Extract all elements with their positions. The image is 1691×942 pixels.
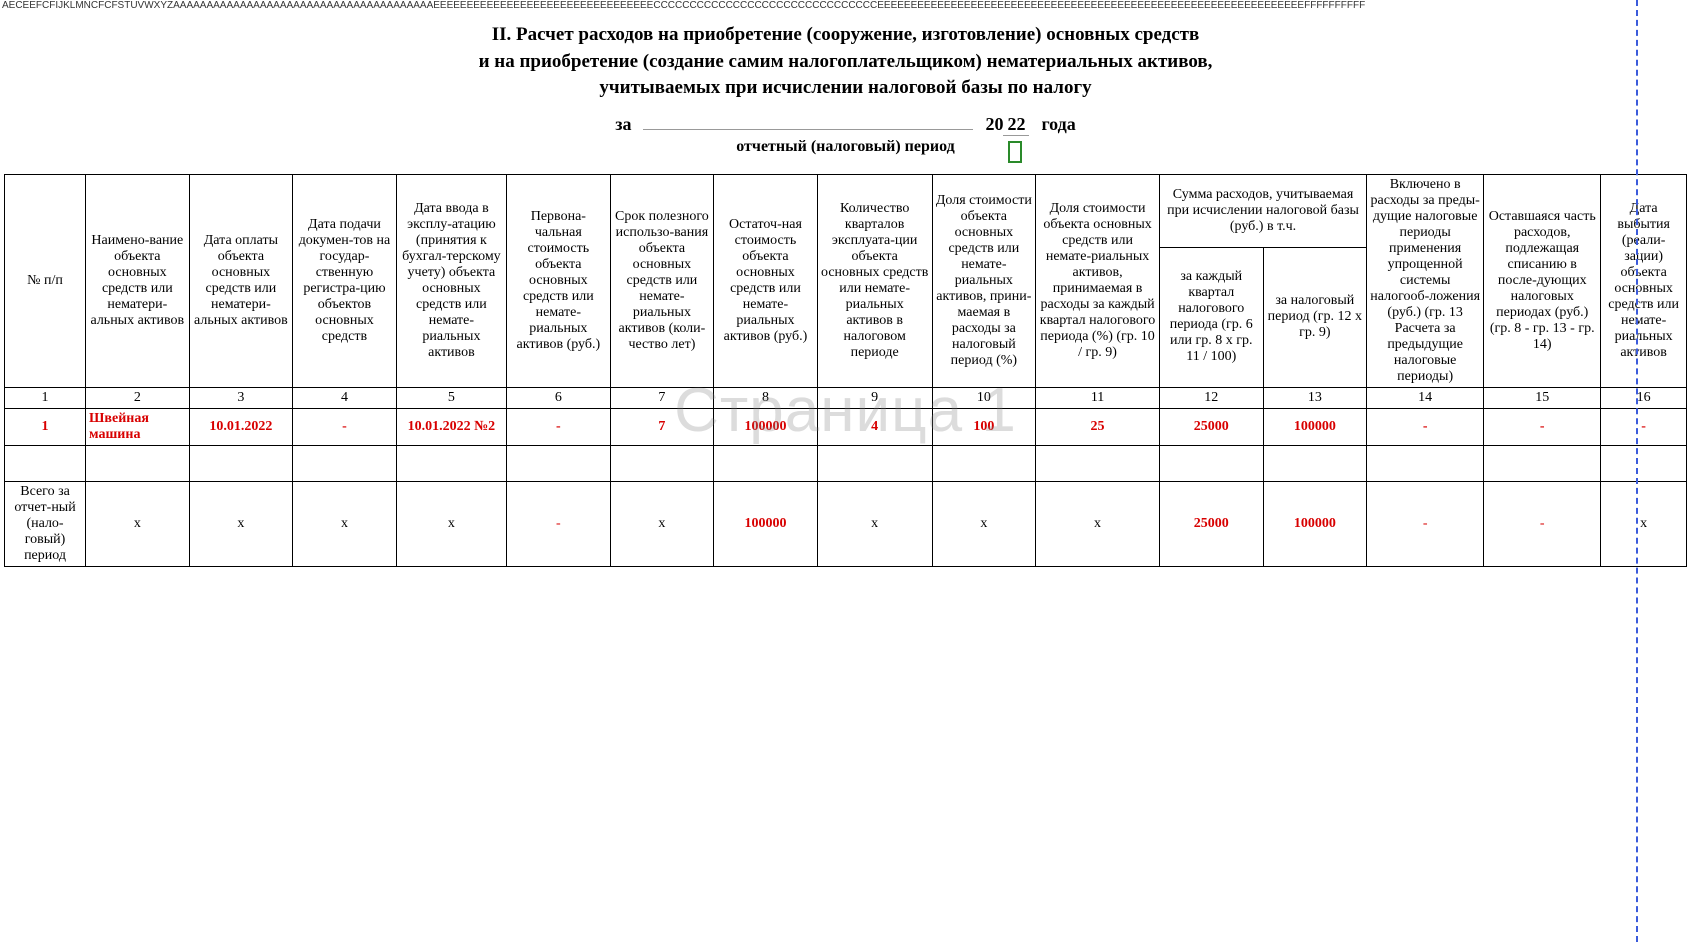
d-c10[interactable]: 100 — [932, 408, 1036, 445]
hdr-12b: за налоговый период (гр. 12 x гр. 9) — [1263, 248, 1367, 388]
colnum-6: 6 — [507, 387, 611, 408]
d-c12[interactable]: 25000 — [1159, 408, 1263, 445]
t-c15: - — [1484, 481, 1601, 566]
colnum-7: 7 — [610, 387, 714, 408]
data-row-1[interactable]: 1 Швейная машина 10.01.2022 - 10.01.2022… — [5, 408, 1687, 445]
hdr-12a: за каждый квартал налогового периода (гр… — [1159, 248, 1263, 388]
hdr-9: Количество кварталов эксплуата-ции объек… — [817, 174, 932, 387]
hdr-1: № п/п — [5, 174, 86, 387]
colnum-4: 4 — [293, 387, 397, 408]
t-c11: x — [1036, 481, 1160, 566]
colnum-10: 10 — [932, 387, 1036, 408]
t-c5: x — [396, 481, 506, 566]
d-c5[interactable]: 10.01.2022 №2 — [396, 408, 506, 445]
hdr-4: Дата подачи докумен-тов на государ-ствен… — [293, 174, 397, 387]
period-za: за — [615, 114, 631, 135]
d-c9[interactable]: 4 — [817, 408, 932, 445]
title-line-2: и на приобретение (создание самим налого… — [4, 49, 1687, 76]
colnum-2: 2 — [86, 387, 190, 408]
colnum-3: 3 — [189, 387, 293, 408]
page-break-line — [1636, 0, 1638, 942]
column-letters-bar: AECEEFCFIJKLMNCFCFSTUVWXYZAAAAAAAAAAAAAA… — [0, 0, 1691, 14]
title-line-1: II. Расчет расходов на приобретение (соо… — [4, 22, 1687, 49]
d-c8[interactable]: 100000 — [714, 408, 818, 445]
d-c2[interactable]: Швейная машина — [86, 408, 190, 445]
hdr-16: Дата выбытия (реали-зации) объекта основ… — [1601, 174, 1687, 387]
column-number-row: 12345678910111213141516 — [5, 387, 1687, 408]
hdr-14: Включено в расходы за преды-дущие налого… — [1367, 174, 1484, 387]
year-suffix[interactable]: 22 — [1003, 114, 1029, 136]
colnum-14: 14 — [1367, 387, 1484, 408]
t-c14: - — [1367, 481, 1484, 566]
period-goda: года — [1041, 114, 1075, 135]
hdr-12-top: Сумма расходов, учитываемая при исчислен… — [1159, 174, 1366, 247]
d-c14[interactable]: - — [1367, 408, 1484, 445]
t-c10: x — [932, 481, 1036, 566]
t-c6: - — [507, 481, 611, 566]
empty-row[interactable] — [5, 445, 1687, 481]
hdr-7: Срок полезного использо-вания объекта ос… — [610, 174, 714, 387]
t-c12: 25000 — [1159, 481, 1263, 566]
t-c9: x — [817, 481, 932, 566]
colnum-15: 15 — [1484, 387, 1601, 408]
d-c6[interactable]: - — [507, 408, 611, 445]
worksheet-area: II. Расчет расходов на приобретение (соо… — [4, 16, 1687, 567]
colnum-16: 16 — [1601, 387, 1687, 408]
colnum-11: 11 — [1036, 387, 1160, 408]
title-line-3: учитываемых при исчислении налоговой баз… — [4, 75, 1687, 102]
hdr-10: Доля стоимости объекта основных средств … — [932, 174, 1036, 387]
hdr-5: Дата ввода в эксплу-атацию (принятия к б… — [396, 174, 506, 387]
total-row: Всего за отчет-ный (нало-говый) период x… — [5, 481, 1687, 566]
t-c13: 100000 — [1263, 481, 1367, 566]
period-name-blank[interactable] — [643, 110, 973, 130]
colnum-8: 8 — [714, 387, 818, 408]
t-c16: x — [1601, 481, 1687, 566]
hdr-2: Наимено-вание объекта основных средств и… — [86, 174, 190, 387]
t-c7: x — [610, 481, 714, 566]
hdr-8: Остаточ-ная стоимость объекта основных с… — [714, 174, 818, 387]
d-c16[interactable]: - — [1601, 408, 1687, 445]
colnum-1: 1 — [5, 387, 86, 408]
period-row: за 2022 года — [4, 110, 1687, 136]
t-c8: 100000 — [714, 481, 818, 566]
hdr-3: Дата оплаты объекта основных средств или… — [189, 174, 293, 387]
t-c2: x — [86, 481, 190, 566]
cell-cursor[interactable] — [1008, 141, 1022, 163]
d-c15[interactable]: - — [1484, 408, 1601, 445]
d-c1[interactable]: 1 — [5, 408, 86, 445]
t-c4: x — [293, 481, 397, 566]
d-c4[interactable]: - — [293, 408, 397, 445]
hdr-6: Первона-чальная стоимость объекта основн… — [507, 174, 611, 387]
colnum-12: 12 — [1159, 387, 1263, 408]
main-table: № п/п Наимено-вание объекта основных сре… — [4, 174, 1687, 567]
title-block: II. Расчет расходов на приобретение (соо… — [4, 16, 1687, 104]
colnum-9: 9 — [817, 387, 932, 408]
period-label: отчетный (налоговый) период — [4, 138, 1687, 156]
year-prefix: 20 — [985, 114, 1003, 134]
colnum-13: 13 — [1263, 387, 1367, 408]
total-label: Всего за отчет-ный (нало-говый) период — [5, 481, 86, 566]
colnum-5: 5 — [396, 387, 506, 408]
hdr-15: Оставшаяся часть расходов, подлежащая сп… — [1484, 174, 1601, 387]
hdr-11: Доля стоимости объекта основных средств … — [1036, 174, 1160, 387]
d-c13[interactable]: 100000 — [1263, 408, 1367, 445]
d-c7[interactable]: 7 — [610, 408, 714, 445]
t-c3: x — [189, 481, 293, 566]
d-c11[interactable]: 25 — [1036, 408, 1160, 445]
d-c3[interactable]: 10.01.2022 — [189, 408, 293, 445]
